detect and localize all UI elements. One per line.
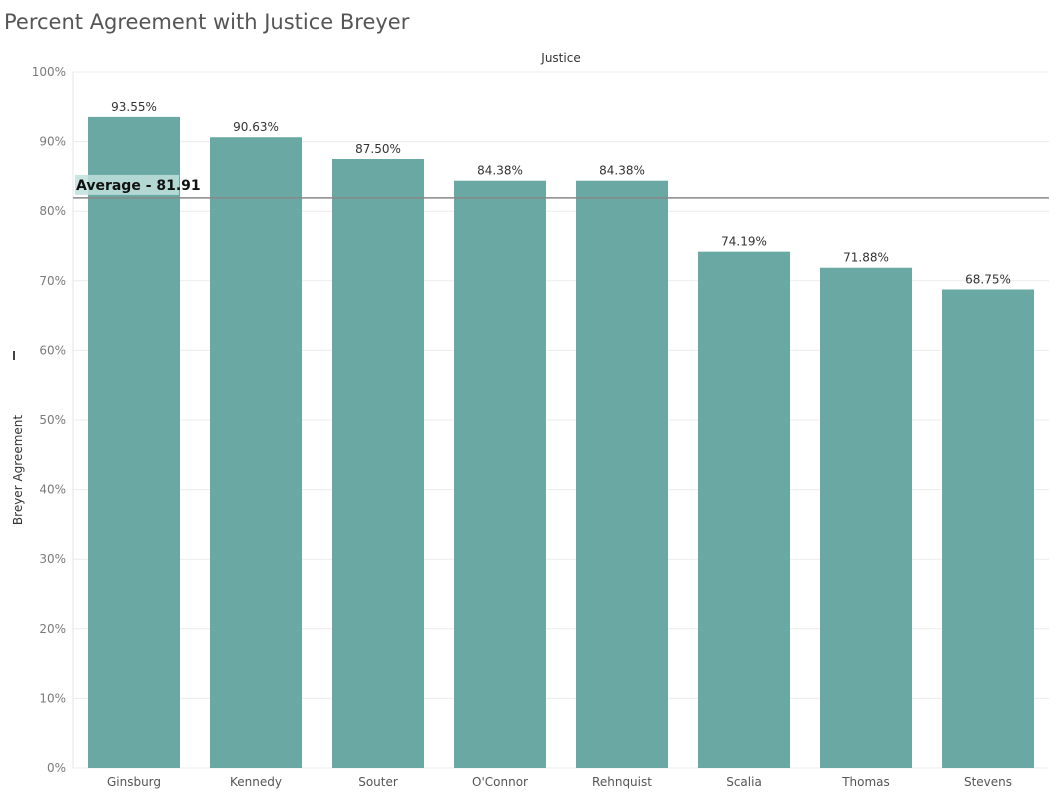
x-tick-label: Ginsburg — [107, 775, 161, 789]
y-tick-label: 0% — [47, 761, 66, 775]
y-tick-label: 90% — [39, 135, 66, 149]
bar-value-label: 84.38% — [477, 164, 523, 178]
y-tick-label: 50% — [39, 413, 66, 427]
chart-title: Percent Agreement with Justice Breyer — [4, 10, 410, 34]
y-tick-label: 70% — [39, 274, 66, 288]
bar-value-label: 74.19% — [721, 235, 767, 249]
x-tick-label: Rehnquist — [592, 775, 652, 789]
average-label-background — [75, 174, 179, 195]
y-axis-title: Breyer Agreement — [11, 415, 25, 525]
bar-value-label: 71.88% — [843, 251, 889, 265]
x-tick-label: Stevens — [964, 775, 1012, 789]
bar[interactable] — [454, 180, 546, 768]
y-tick-label: 100% — [32, 65, 66, 79]
bar[interactable] — [576, 180, 668, 768]
sort-icon-bar — [13, 354, 15, 360]
bar[interactable] — [698, 251, 790, 769]
x-tick-label: Thomas — [841, 775, 890, 789]
bar-value-label: 93.55% — [111, 100, 157, 114]
bar[interactable] — [210, 137, 302, 768]
sort-icon[interactable] — [13, 351, 15, 360]
bar-value-label: 68.75% — [965, 273, 1011, 287]
bar-value-label: 84.38% — [599, 164, 645, 178]
average-reference-line: Average - 81.91 — [73, 174, 1049, 199]
bar[interactable] — [88, 116, 180, 769]
x-tick-label: Kennedy — [230, 775, 282, 789]
bars: 93.55% Ginsburg 90.63% Kennedy 87.50% Souter 8… — [88, 100, 1034, 789]
y-tick-label: 60% — [39, 343, 66, 357]
bar[interactable] — [942, 289, 1034, 769]
x-tick-label: O'Connor — [472, 775, 528, 789]
average-label: Average - 81.91 — [76, 178, 201, 194]
y-tick-label: 40% — [39, 483, 66, 497]
y-axis-ticks: 0% 10% 20% 30% 40% 50% 60% 70% 80% 90% 100% — [32, 65, 66, 775]
bar[interactable] — [820, 267, 912, 768]
y-tick-label: 20% — [39, 622, 66, 636]
x-tick-label: Souter — [358, 775, 398, 789]
sort-icon-bar — [13, 357, 15, 360]
y-tick-label: 80% — [39, 204, 66, 218]
bar-value-label: 90.63% — [233, 120, 279, 134]
x-tick-label: Scalia — [726, 775, 762, 789]
x-axis-title: Justice — [540, 51, 580, 65]
bar[interactable] — [332, 159, 424, 768]
y-tick-label: 30% — [39, 552, 66, 566]
y-tick-label: 10% — [39, 691, 66, 705]
bar-value-label: 87.50% — [355, 142, 401, 156]
